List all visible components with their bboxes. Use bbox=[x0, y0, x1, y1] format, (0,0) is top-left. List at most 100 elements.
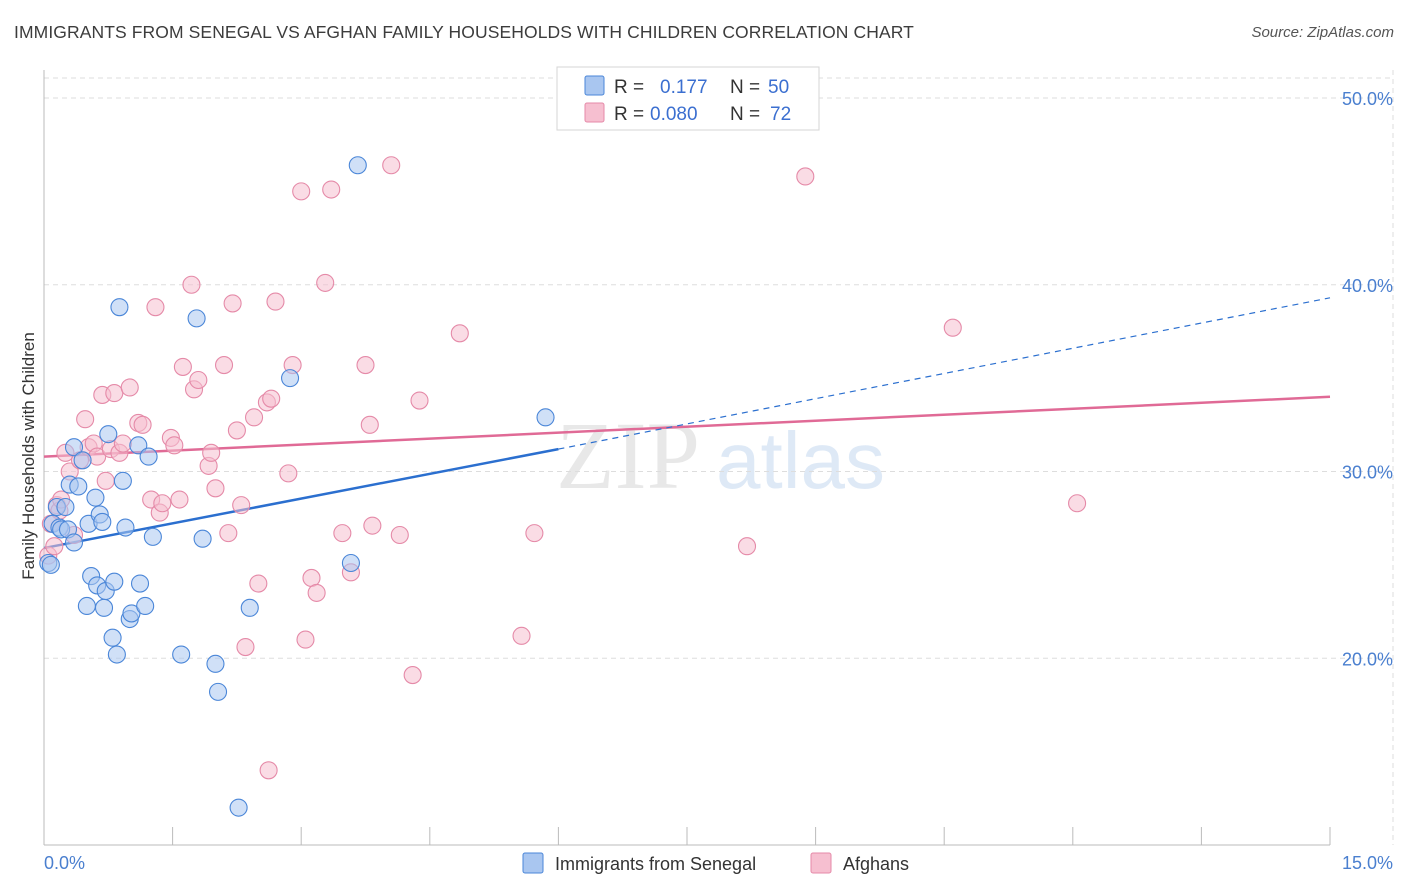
afghan-point bbox=[45, 537, 64, 556]
legend-r-label-senegal: R = bbox=[614, 77, 644, 98]
afghan-point bbox=[214, 356, 234, 375]
senegal-point bbox=[93, 512, 112, 531]
afghan-point bbox=[512, 626, 531, 645]
legend-swatch-senegal bbox=[584, 75, 605, 96]
legend-r-value-senegal: 0.177 bbox=[660, 77, 708, 98]
senegal-point bbox=[113, 471, 132, 490]
senegal-point bbox=[99, 425, 118, 444]
senegal-point bbox=[281, 369, 300, 388]
senegal-point bbox=[122, 604, 141, 623]
senegal-point bbox=[229, 798, 248, 817]
senegal-point bbox=[341, 553, 360, 573]
afghan-point bbox=[410, 391, 429, 410]
legend-swatch-afghan bbox=[584, 102, 605, 123]
legend-r-label-afghan: R = bbox=[614, 104, 644, 125]
afghan-point bbox=[120, 378, 139, 397]
afghan-point bbox=[390, 525, 409, 545]
afghan-point bbox=[165, 436, 184, 455]
afghan-point bbox=[316, 273, 335, 292]
afghan-point bbox=[259, 761, 278, 780]
afghan-point bbox=[796, 167, 815, 186]
axes bbox=[43, 70, 1331, 846]
afghan-point bbox=[333, 524, 352, 543]
senegal-point bbox=[116, 518, 135, 537]
afghan-point bbox=[227, 421, 246, 440]
senegal-point bbox=[187, 309, 206, 328]
afghan-point bbox=[113, 434, 132, 453]
afghan-point bbox=[202, 443, 221, 462]
senegal-point bbox=[64, 533, 84, 552]
afghan-point bbox=[356, 356, 375, 375]
afghan-point bbox=[153, 494, 172, 513]
bottom-legend-swatch-senegal bbox=[522, 852, 544, 874]
legend-n-label-afghan: N = bbox=[730, 104, 760, 125]
legend-n-value-senegal: 50 bbox=[768, 77, 789, 98]
afghan-point bbox=[244, 408, 264, 427]
afghan-point bbox=[133, 415, 152, 434]
correlation-legend: R = 0.177 N = 50 R = 0.080 N = 72 bbox=[556, 66, 820, 131]
grid-lines bbox=[44, 70, 1394, 845]
senegal-point bbox=[64, 438, 84, 457]
x-tick-label-max: 15.0% bbox=[1342, 853, 1393, 873]
senegal-point bbox=[69, 477, 88, 496]
afghan-point bbox=[182, 275, 201, 294]
legend-r-value-afghan: 0.080 bbox=[650, 104, 698, 125]
legend-n-label-senegal: N = bbox=[730, 77, 760, 98]
afghan-point bbox=[219, 524, 238, 543]
afghan-point bbox=[360, 415, 379, 434]
afghan-point bbox=[146, 298, 165, 317]
senegal-point bbox=[56, 497, 75, 517]
afghan-point bbox=[236, 637, 255, 657]
senegal-point bbox=[107, 645, 126, 664]
afghan-point bbox=[76, 410, 95, 429]
senegal-points bbox=[39, 156, 555, 817]
senegal-point bbox=[103, 628, 122, 647]
bottom-legend-label-senegal: Immigrants from Senegal bbox=[555, 854, 756, 874]
senegal-point bbox=[129, 436, 148, 455]
afghan-point bbox=[262, 389, 281, 408]
senegal-point bbox=[77, 596, 96, 616]
afghan-point bbox=[189, 370, 208, 390]
afghan-point bbox=[943, 318, 962, 337]
afghan-point bbox=[525, 524, 544, 543]
chart-title: IMMIGRANTS FROM SENEGAL VS AFGHAN FAMILY… bbox=[14, 22, 914, 42]
x-tick-label-min: 0.0% bbox=[44, 853, 85, 873]
source-credit: Source: ZipAtlas.com bbox=[1251, 24, 1394, 41]
trend-line-afghans bbox=[43, 395, 1331, 458]
afghan-point bbox=[363, 516, 382, 535]
afghan-point bbox=[403, 666, 422, 685]
senegal-point bbox=[139, 447, 158, 466]
afghan-point bbox=[223, 294, 242, 313]
afghan-point bbox=[307, 583, 326, 602]
senegal-point bbox=[41, 555, 60, 574]
senegal-point bbox=[348, 156, 367, 175]
afghan-point bbox=[296, 630, 315, 649]
afghan-point bbox=[292, 182, 311, 201]
senegal-point bbox=[536, 408, 555, 427]
afghan-point bbox=[279, 464, 298, 483]
senegal-point bbox=[110, 298, 129, 317]
senegal-point bbox=[94, 598, 114, 617]
afghan-point bbox=[96, 471, 115, 490]
senegal-point bbox=[193, 529, 212, 548]
y-tick-label-3: 50.0% bbox=[1342, 89, 1393, 109]
senegal-point bbox=[143, 527, 162, 546]
afghan-point bbox=[737, 537, 757, 556]
watermark-atlas: atlas bbox=[716, 416, 885, 505]
legend-n-value-afghan: 72 bbox=[770, 104, 791, 125]
watermark-zip: ZIP bbox=[556, 402, 700, 509]
bottom-legend-label-afghan: Afghans bbox=[843, 854, 909, 874]
y-tick-labels: 20.0% 30.0% 40.0% 50.0% bbox=[1342, 89, 1393, 669]
series-legend: Immigrants from Senegal Afghans bbox=[522, 852, 909, 874]
afghan-point bbox=[266, 292, 285, 311]
senegal-point bbox=[172, 645, 191, 664]
afghan-point bbox=[249, 574, 268, 593]
senegal-point bbox=[130, 574, 150, 593]
afghan-point bbox=[173, 357, 192, 376]
afghan-point bbox=[1068, 494, 1087, 513]
senegal-point bbox=[86, 488, 105, 507]
afghan-point bbox=[170, 490, 189, 509]
senegal-point bbox=[240, 598, 259, 617]
y-tick-label-0: 20.0% bbox=[1342, 649, 1393, 669]
